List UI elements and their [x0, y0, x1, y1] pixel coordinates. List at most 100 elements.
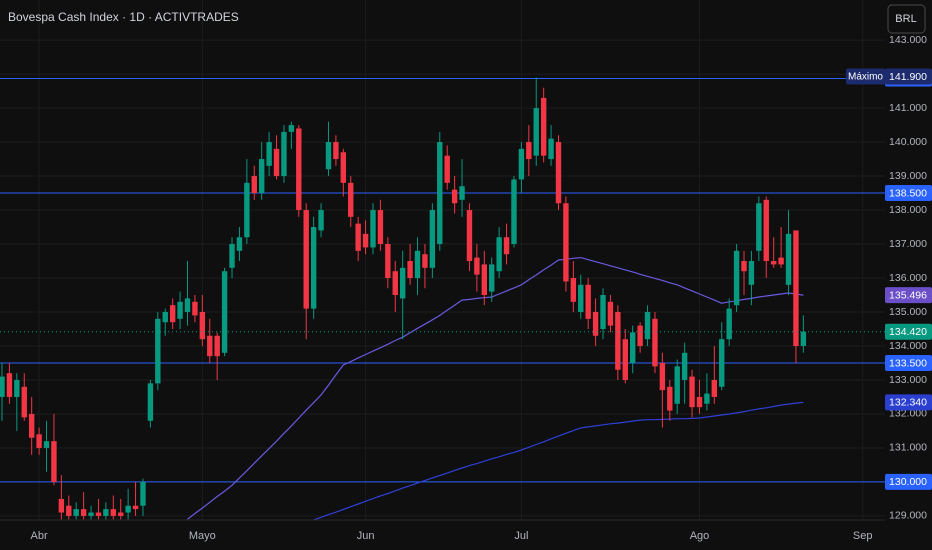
candle-body — [273, 148, 280, 177]
candle-body — [481, 264, 487, 296]
candle-body — [466, 210, 473, 262]
candle-body — [169, 305, 176, 323]
candle-body — [36, 434, 42, 448]
candle-body — [630, 332, 636, 363]
candle-body — [518, 148, 525, 180]
candle-body — [14, 379, 20, 397]
candle-body — [659, 362, 666, 391]
candle-body — [570, 278, 577, 302]
candle-body — [548, 138, 554, 160]
candle-body — [318, 210, 324, 231]
candle-body — [21, 386, 27, 418]
candle-body — [118, 512, 124, 516]
candle-body — [726, 308, 732, 340]
candle-body — [459, 186, 465, 200]
last-price-label: 134.420 — [889, 326, 927, 338]
candle-body — [192, 301, 198, 316]
candle-body — [637, 325, 643, 346]
candle-body — [333, 142, 339, 160]
candle-body — [288, 125, 295, 132]
candle-body — [236, 237, 243, 251]
candle-body — [474, 257, 480, 275]
x-tick-label: Jul — [514, 530, 528, 542]
candle-body — [414, 250, 421, 279]
y-tick-label: 135.000 — [889, 306, 927, 318]
plot — [0, 77, 885, 521]
moving-average-label-bg — [885, 287, 932, 304]
candle-body — [155, 318, 161, 384]
max-marker-label: 141.900 — [889, 71, 927, 83]
candle-body — [58, 498, 65, 513]
candle-body — [696, 396, 703, 408]
candle-body — [244, 182, 250, 238]
candle-body — [600, 295, 606, 329]
candle-body — [496, 237, 502, 272]
candle-body — [763, 199, 769, 262]
candle-body — [88, 512, 94, 516]
currency-button[interactable] — [887, 4, 926, 34]
candle-body — [95, 512, 102, 516]
candle-body — [533, 108, 539, 156]
candle-body — [51, 441, 57, 482]
chart-title: Bovespa Cash Index · 1D · ACTIVTRADES — [8, 10, 239, 24]
candle-body — [229, 244, 235, 268]
candle-body — [615, 312, 621, 370]
candle-body — [563, 203, 569, 282]
y-tick-label: 141.000 — [889, 102, 927, 114]
moving-average-line — [313, 401, 804, 521]
max-marker-tag-bg — [846, 68, 885, 85]
x-tick-label: Jun — [357, 530, 375, 542]
candle-body — [540, 97, 547, 156]
candle-body — [377, 210, 384, 245]
candle-body — [310, 227, 317, 309]
candle-body — [770, 261, 777, 265]
candle-body — [303, 210, 309, 309]
price-line-label-bg — [885, 185, 932, 202]
candle-body — [399, 267, 406, 299]
candle-body — [429, 210, 436, 268]
x-tick-label: Sep — [853, 530, 873, 542]
y-tick-label: 139.000 — [889, 170, 927, 182]
candle-body — [422, 254, 428, 268]
candle-body — [66, 505, 72, 516]
candle-body — [511, 179, 517, 245]
grid — [0, 0, 885, 520]
y-tick-label: 143.000 — [889, 34, 927, 46]
y-tick-label: 137.000 — [889, 238, 927, 250]
y-tick-label: 132.000 — [889, 408, 927, 420]
candle-body — [355, 223, 361, 251]
candle-body — [681, 352, 688, 380]
candle-body — [667, 386, 673, 411]
price-line-label: 130.000 — [889, 476, 927, 488]
currency-label[interactable]: BRL — [895, 13, 916, 25]
candle-body — [214, 335, 220, 357]
price-line-label: 138.500 — [889, 187, 927, 199]
max-marker-label-bg — [885, 68, 932, 85]
y-tick-label: 129.000 — [889, 510, 927, 522]
candle-body — [607, 301, 614, 326]
candle-body — [184, 298, 191, 312]
x-tick-label: Abr — [31, 530, 48, 542]
candle-body — [733, 250, 740, 306]
candle-body — [385, 244, 391, 279]
candle-body — [177, 301, 183, 319]
candle-body — [259, 159, 265, 194]
y-tick-label: 133.000 — [889, 374, 927, 386]
candle-body — [110, 509, 116, 516]
last-price-label-bg — [885, 323, 932, 340]
candle-body — [348, 182, 354, 217]
candle-body — [28, 413, 35, 438]
y-tick-label: 131.000 — [889, 442, 927, 454]
candle-body — [392, 271, 398, 296]
candle-body — [325, 142, 332, 170]
candle-body — [719, 339, 725, 387]
candle-body — [407, 261, 413, 279]
x-tick-label: Ago — [690, 530, 710, 542]
candle-body — [652, 318, 658, 367]
candle-body — [689, 376, 695, 408]
candle-body — [503, 237, 510, 255]
candle-body — [43, 441, 50, 448]
